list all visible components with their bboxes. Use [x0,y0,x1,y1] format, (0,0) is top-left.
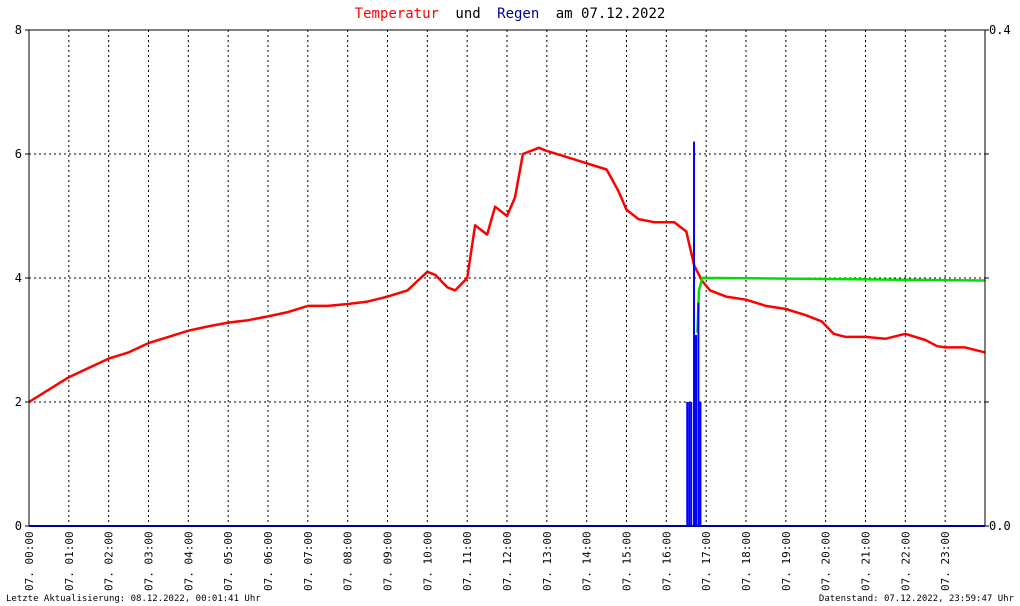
rain-total-line [696,276,986,333]
x-tick-label: 07. 04:00 [182,531,195,591]
rain-bar [699,402,702,526]
y-tick-label-right: 0.4 [989,23,1011,37]
x-tick-label: 07. 09:00 [382,531,395,591]
rain-bar [686,402,689,526]
x-tick-label: 07. 17:00 [700,531,713,591]
y-tick-label-left: 8 [15,23,22,37]
x-tick-label: 07. 03:00 [143,531,156,591]
x-tick-label: 07. 13:00 [541,531,554,591]
title-and: und [455,6,480,22]
temperature-line [28,146,986,404]
x-tick-label: 07. 22:00 [899,531,912,591]
x-tick-label: 07. 08:00 [342,531,355,591]
y-tick-label-left: 2 [15,395,22,409]
y-tick-label-right: 0.0 [989,519,1011,533]
axes [25,29,989,527]
x-tick-label: 07. 15:00 [621,531,634,591]
rain-bar [695,335,698,526]
x-tick-label: 07. 12:00 [501,531,514,591]
x-tick-label: 07. 05:00 [222,531,235,591]
x-tick-label: 07. 19:00 [780,531,793,591]
chart-title: Temperatur und Regen am 07.12.2022 [355,6,666,22]
rain-bar [693,141,696,526]
title-rain: Regen [497,6,539,22]
x-tick-label: 07. 23:00 [939,531,952,591]
footer-last-update: Letzte Aktualisierung: 08.12.2022, 00:01… [6,594,261,604]
footer-data-status: Datenstand: 07.12.2022, 23:59:47 Uhr [819,594,1015,604]
tick-labels: 0 2 4 6 8 0.0 0.4 07. 00:00 07. 01:00 07. 02:00 07… [15,23,1011,591]
x-tick-label: 07. 21:00 [860,531,873,591]
x-tick-label: 07. 02:00 [103,531,116,591]
rain-bar [697,302,700,526]
x-tick-label: 07. 00:00 [23,531,36,591]
x-tick-label: 07. 01:00 [63,531,76,591]
series [28,141,986,526]
y-tick-label-left: 0 [15,519,22,533]
title-date: am 07.12.2022 [556,6,666,22]
x-tick-label: 07. 11:00 [461,531,474,591]
rain-bar [690,402,693,526]
title-temperature: Temperatur [355,6,439,22]
x-tick-label: 07. 06:00 [262,531,275,591]
x-tick-label: 07. 10:00 [421,531,434,591]
y-tick-label-left: 4 [15,271,22,285]
x-tick-label: 07. 20:00 [820,531,833,591]
x-tick-label: 07. 14:00 [581,531,594,591]
x-tick-label: 07. 07:00 [302,531,315,591]
y-tick-label-left: 6 [15,147,22,161]
x-tick-label: 07. 16:00 [660,531,673,591]
rain-bar [688,402,691,526]
x-tick-label: 07. 18:00 [740,531,753,591]
